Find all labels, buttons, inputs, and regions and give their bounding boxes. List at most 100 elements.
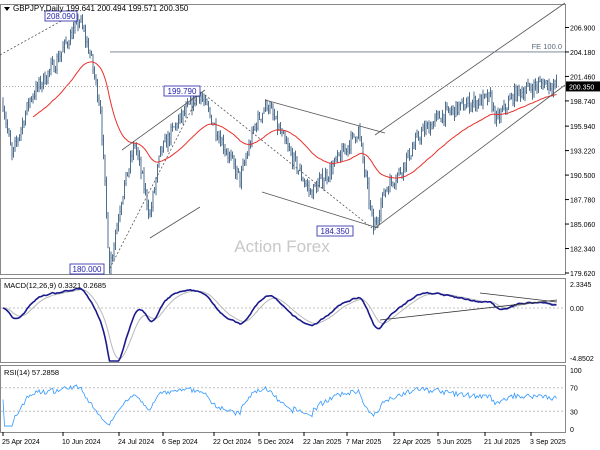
candle — [38, 77, 40, 93]
candle — [447, 106, 450, 114]
candle — [17, 137, 19, 147]
candle — [110, 251, 112, 275]
macd-tick-label: 2.3345 — [570, 282, 592, 289]
candle — [533, 79, 535, 98]
candle — [353, 133, 355, 138]
candle — [509, 93, 511, 101]
candle — [267, 104, 270, 115]
candle — [153, 187, 156, 194]
candle — [89, 49, 91, 59]
candle — [164, 133, 166, 143]
candle — [434, 113, 436, 127]
candle — [72, 21, 75, 39]
candle — [504, 103, 507, 115]
candle — [473, 91, 475, 108]
candle — [258, 112, 261, 121]
candle — [309, 188, 312, 195]
candle — [266, 99, 268, 112]
candle — [510, 92, 513, 100]
candle — [188, 102, 190, 105]
candle — [65, 36, 67, 45]
candle — [521, 86, 523, 99]
candle — [228, 151, 231, 164]
candle — [51, 56, 54, 66]
candle — [174, 122, 177, 131]
candle — [452, 105, 454, 116]
candle — [303, 178, 306, 188]
candle — [422, 123, 424, 132]
candle — [354, 136, 357, 144]
candle — [542, 78, 544, 90]
candle — [287, 137, 289, 152]
candle — [227, 148, 229, 164]
candle — [35, 80, 37, 101]
candle — [357, 126, 360, 140]
candle — [111, 254, 114, 262]
candle — [3, 105, 6, 120]
candle — [360, 135, 363, 147]
candle — [161, 146, 163, 156]
candle — [71, 26, 73, 40]
annotations: FE 100.0 208.090 199.790 184.350 180.000 — [0, 2, 566, 275]
candle — [152, 190, 154, 212]
candle — [63, 39, 66, 54]
candle — [497, 107, 499, 120]
candle — [218, 130, 220, 144]
date-tick-label: 24 Jul 2024 — [118, 439, 154, 446]
candle — [552, 78, 555, 98]
candle — [69, 29, 72, 46]
candle — [285, 135, 288, 145]
candle — [36, 81, 39, 93]
candle — [312, 184, 315, 200]
candle — [423, 120, 426, 137]
rsi-pane — [0, 365, 566, 433]
candle — [336, 150, 339, 163]
candle — [47, 70, 49, 85]
candle — [512, 93, 514, 107]
candle — [531, 83, 534, 100]
candle — [446, 102, 448, 111]
candle — [204, 95, 207, 106]
candle — [248, 139, 250, 157]
rsi-tick-label: 100 — [570, 368, 582, 375]
candle — [132, 141, 135, 161]
candle — [270, 101, 273, 109]
symbol-title: GBPJPY,Daily — [13, 4, 64, 13]
date-tick-label: 25 Apr 2024 — [2, 439, 40, 446]
rsi-line — [2, 384, 557, 427]
axes: 206.900 204.180 201.460 198.740 195.940 193.2… — [2, 25, 600, 446]
candle — [485, 93, 487, 98]
candle — [260, 118, 262, 123]
candle — [417, 130, 420, 141]
fe-label: FE 100.0 — [532, 42, 562, 51]
candle — [332, 160, 334, 175]
candle — [524, 86, 526, 102]
candle — [21, 117, 24, 135]
dashed-swing-line — [0, 14, 73, 56]
candle — [321, 168, 324, 189]
candle — [479, 93, 481, 106]
candle — [146, 189, 148, 211]
candle — [537, 77, 540, 94]
candle — [81, 14, 84, 30]
candle — [92, 53, 94, 74]
collapse-triangle-icon[interactable] — [4, 7, 10, 11]
macd-tick-label: -4.8502 — [570, 356, 594, 363]
candle — [302, 176, 304, 182]
candle — [135, 142, 138, 156]
candle — [113, 242, 115, 262]
candle — [477, 98, 480, 109]
candle — [519, 88, 522, 102]
candle — [191, 97, 193, 116]
price-tick-label: 201.460 — [570, 74, 595, 81]
candle — [176, 122, 178, 132]
candle — [173, 126, 175, 128]
candle — [60, 51, 63, 63]
candle — [221, 136, 223, 146]
candle — [525, 82, 528, 94]
candle — [513, 83, 516, 108]
price-tick-label: 193.220 — [570, 149, 595, 156]
candle — [539, 75, 541, 83]
candle — [234, 158, 237, 180]
